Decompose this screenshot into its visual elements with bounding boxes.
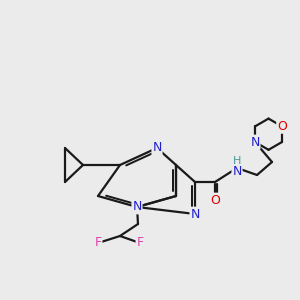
Text: N: N bbox=[232, 165, 242, 178]
Text: O: O bbox=[210, 194, 220, 206]
Text: N: N bbox=[152, 142, 162, 154]
Text: F: F bbox=[136, 236, 144, 250]
Text: O: O bbox=[277, 120, 287, 133]
Text: N: N bbox=[250, 136, 260, 148]
Text: N: N bbox=[132, 200, 142, 214]
Text: N: N bbox=[190, 208, 200, 220]
Text: H: H bbox=[233, 156, 241, 167]
Text: F: F bbox=[94, 236, 102, 250]
